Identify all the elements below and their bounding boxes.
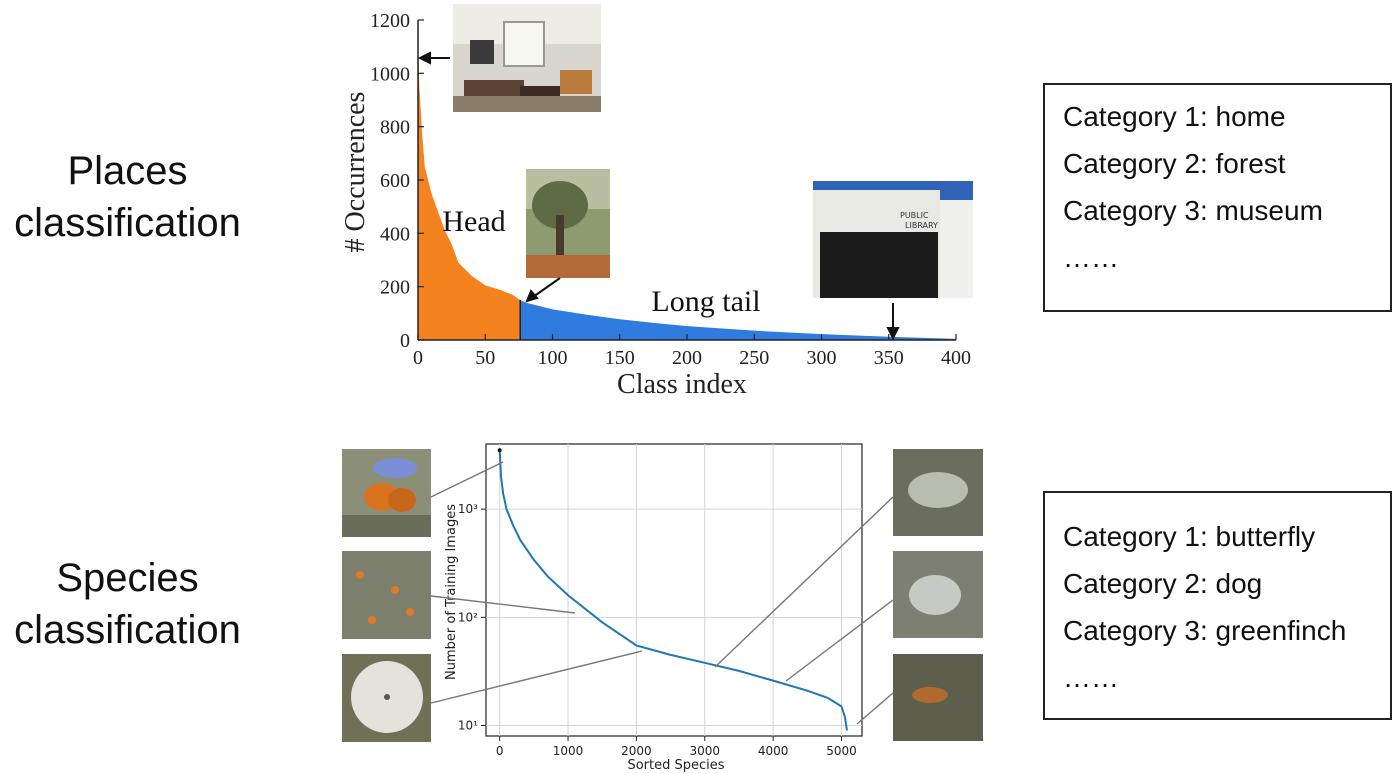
butterfly-photo — [342, 449, 431, 537]
head-region-area — [418, 38, 521, 341]
species-x-tick-label: 0 — [496, 744, 504, 758]
species-category-more: …… — [1063, 662, 1119, 693]
places-long-tail-chart: 0 50 100 150 200 250 300 350 400 0 200 400 600 800 100… — [340, 4, 973, 400]
insect-photo — [893, 654, 983, 741]
places-x-tick-label: 100 — [538, 347, 568, 369]
places-y-tick-label: 1000 — [370, 63, 410, 85]
species-x-tick-label: 1000 — [553, 744, 584, 758]
species-y-axis-label: Number of Training Images — [444, 504, 459, 680]
places-classification-label: Places classification — [0, 145, 255, 249]
species-plot-frame — [485, 443, 863, 737]
places-x-tick-label: 350 — [874, 347, 904, 369]
species-y-tick-label: 10³ — [458, 502, 478, 516]
places-long-tail-annotation: Long tail — [651, 285, 760, 318]
species-category-3: Category 3: greenfinch — [1063, 615, 1347, 646]
species-categories-box: Category 1: butterfly Category 2: dog Ca… — [1043, 491, 1392, 720]
species-connector-lines — [430, 461, 894, 725]
svg-text:PUBLIC: PUBLIC — [900, 211, 929, 220]
species-x-tick-label: 4000 — [758, 744, 789, 758]
places-y-tick-label: 200 — [380, 277, 410, 299]
species-category-1: Category 1: butterfly — [1063, 521, 1316, 552]
places-categories-box: Category 1: home Category 2: forest Cate… — [1043, 83, 1392, 312]
species-x-tick-label: 2000 — [621, 744, 652, 758]
places-x-tick-label: 400 — [941, 347, 971, 369]
living-room-photo — [453, 4, 601, 112]
places-y-tick-label: 600 — [380, 170, 410, 192]
places-y-tick-label: 1200 — [370, 10, 410, 32]
places-category-2: Category 2: forest — [1063, 148, 1286, 179]
library-building-photo: PUBLIC LIBRARY — [813, 181, 973, 298]
species-y-tick-label: 10¹ — [458, 719, 478, 733]
species-category-2: Category 2: dog — [1063, 568, 1263, 599]
species-x-tick-label: 5000 — [826, 744, 857, 758]
places-y-axis-label: # Occurrences — [340, 92, 371, 253]
dog-photo — [342, 551, 431, 639]
plant-photo-1 — [893, 449, 983, 536]
species-series-line — [498, 450, 848, 731]
places-y-tick-label: 400 — [380, 223, 410, 245]
species-long-tail-chart: 0 1000 2000 3000 4000 5000 10¹ 10² 10³ Sorted Sp… — [342, 443, 983, 773]
places-x-tick-label: 200 — [672, 347, 702, 369]
species-x-axis-label: Sorted Species — [627, 758, 724, 773]
places-x-tick-label: 300 — [807, 347, 837, 369]
species-classification-label: Species classification — [0, 552, 255, 656]
places-x-tick-label: 250 — [739, 347, 769, 369]
svg-text:LIBRARY: LIBRARY — [905, 221, 938, 230]
places-x-axis-label: Class index — [617, 369, 747, 400]
places-arrows — [417, 51, 900, 341]
long-tail-region-area — [520, 300, 956, 340]
species-x-tick-label: 3000 — [689, 744, 720, 758]
places-category-3: Category 3: museum — [1063, 195, 1323, 226]
places-x-tick-label: 150 — [605, 347, 635, 369]
places-y-tick-label: 0 — [400, 330, 410, 352]
places-x-tick-label: 0 — [413, 347, 423, 369]
forest-photo — [526, 169, 610, 278]
places-head-annotation: Head — [442, 205, 505, 238]
species-y-tick-label: 10² — [458, 610, 478, 624]
sand-dollar-photo — [342, 654, 431, 742]
species-start-point — [497, 448, 502, 453]
species-label-line2: classification — [14, 608, 241, 652]
species-label-line1: Species — [56, 556, 199, 600]
plant-photo-2 — [893, 551, 983, 638]
places-category-1: Category 1: home — [1063, 101, 1286, 132]
places-category-more: …… — [1063, 242, 1119, 273]
places-label-line2: classification — [14, 201, 241, 245]
places-y-tick-label: 800 — [380, 117, 410, 139]
places-x-tick-label: 50 — [475, 347, 495, 369]
places-label-line1: Places — [67, 149, 188, 193]
